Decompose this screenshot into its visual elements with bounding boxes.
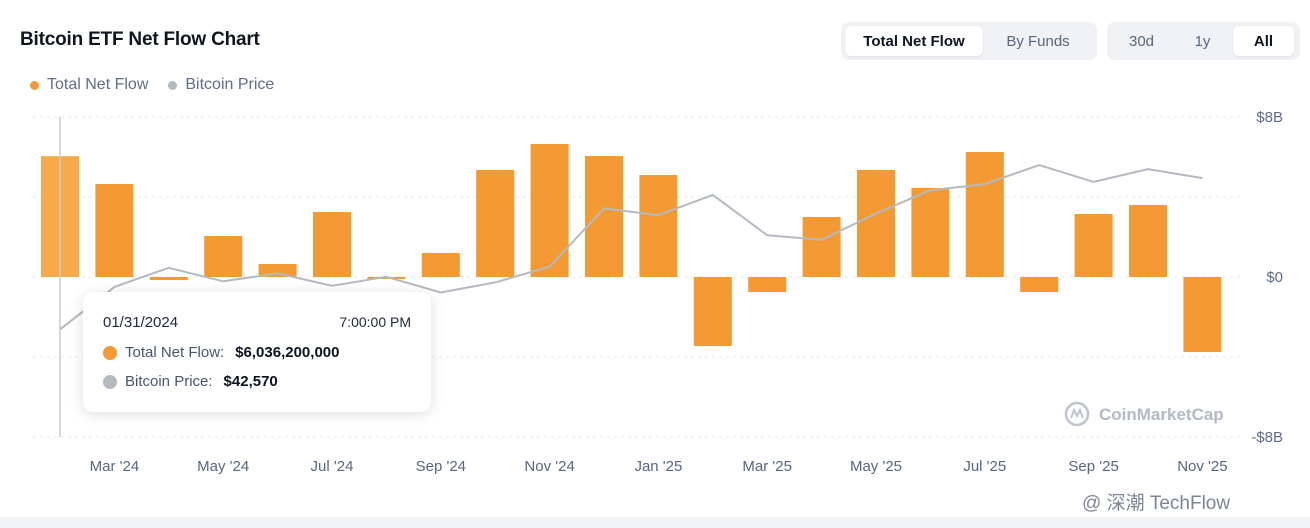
flow-bar[interactable] <box>693 277 732 346</box>
range-30d-tab[interactable]: 30d <box>1128 32 1155 50</box>
legend-item-flow[interactable]: Total Net Flow <box>30 76 148 94</box>
grid-lines <box>33 116 1240 438</box>
x-tick-label: Nov '24 <box>524 458 574 475</box>
flow-bar[interactable] <box>857 170 895 277</box>
tooltip-flow-value: $6,036,200,000 <box>235 344 340 361</box>
flow-bar[interactable] <box>1074 214 1113 277</box>
range-toggle: 30d 1y All <box>1107 22 1300 60</box>
bottom-strip <box>0 517 1310 528</box>
x-tick-label: May '24 <box>197 458 249 475</box>
x-tick-label: Jul '25 <box>963 458 1006 475</box>
price-line <box>59 164 1203 331</box>
by-funds-tab[interactable]: By Funds <box>1006 32 1070 50</box>
x-tick-label: Nov '25 <box>1177 458 1227 475</box>
x-tick-label: Mar '24 <box>90 458 140 475</box>
flow-bar[interactable] <box>965 152 1004 277</box>
x-tick-label: Sep '24 <box>416 458 466 475</box>
flow-bar[interactable] <box>911 188 950 277</box>
x-tick-label: Jan '25 <box>634 458 682 475</box>
x-axis: Mar '24 May '24 Jul '24 Sep '24 Nov '24 Jan '… <box>90 458 1228 475</box>
range-all-tab[interactable]: All <box>1233 26 1294 56</box>
flow-bar[interactable] <box>149 277 188 280</box>
flow-bar[interactable] <box>1129 205 1167 277</box>
metric-toggle: Total Net Flow By Funds <box>841 22 1097 60</box>
flow-bar[interactable] <box>585 156 623 277</box>
tooltip-flow-dot <box>103 345 117 360</box>
y-tick-label: -$8B <box>1251 429 1283 446</box>
legend-item-price[interactable]: Bitcoin Price <box>168 76 274 94</box>
legend-price-label: Bitcoin Price <box>185 76 275 93</box>
flow-bar[interactable] <box>748 277 787 292</box>
price-line-path <box>59 164 1203 331</box>
y-tick-label: $8B <box>1256 109 1283 126</box>
flow-bar[interactable] <box>258 264 297 277</box>
total-net-flow-tab[interactable]: Total Net Flow <box>845 26 983 56</box>
legend-flow-label: Total Net Flow <box>47 76 149 93</box>
x-tick-label: May '25 <box>850 458 902 475</box>
flow-bar[interactable] <box>530 144 569 277</box>
flow-bar[interactable] <box>1183 277 1222 352</box>
tooltip-price-label: Bitcoin Price: <box>125 373 213 390</box>
flow-bar[interactable] <box>421 253 460 277</box>
tooltip-price-dot <box>103 374 117 389</box>
y-tick-label: $0 <box>1266 269 1283 286</box>
tooltip-price-row: Bitcoin Price: $42,570 <box>103 373 411 390</box>
flow-bar[interactable] <box>639 175 678 277</box>
flow-bar[interactable] <box>1020 277 1059 292</box>
flow-bar[interactable] <box>313 212 351 277</box>
tooltip-header: 01/31/2024 7:00:00 PM <box>103 314 411 331</box>
tooltip-time: 7:00:00 PM <box>339 314 411 330</box>
coinmarketcap-watermark: CoinMarketCap <box>1064 401 1224 427</box>
x-tick-label: Sep '25 <box>1068 458 1118 475</box>
tooltip-flow-row: Total Net Flow: $6,036,200,000 <box>103 344 411 361</box>
coinmarketcap-logo-icon <box>1064 401 1090 427</box>
techflow-watermark-text: @ 深潮 TechFlow <box>1082 492 1231 514</box>
chart-legend: Total Net Flow Bitcoin Price <box>30 76 274 94</box>
x-tick-label: Mar '25 <box>742 458 792 475</box>
coinmarketcap-label: CoinMarketCap <box>1099 405 1224 424</box>
tooltip-flow-label: Total Net Flow: <box>125 344 225 361</box>
flow-bar[interactable] <box>95 184 134 277</box>
flow-bar[interactable] <box>204 236 243 277</box>
tooltip-price-value: $42,570 <box>223 373 278 390</box>
flow-bar[interactable] <box>476 170 515 277</box>
flow-bar[interactable] <box>367 277 406 279</box>
tooltip-date: 01/31/2024 <box>103 314 179 331</box>
legend-price-dot <box>168 80 178 90</box>
range-1y-tab[interactable]: 1y <box>1194 32 1211 50</box>
chart-tooltip: 01/31/2024 7:00:00 PM Total Net Flow: $6… <box>83 292 431 412</box>
x-tick-label: Jul '24 <box>311 458 354 475</box>
legend-flow-dot <box>30 80 39 90</box>
y-axis: $8B $0 -$8B <box>1251 109 1283 446</box>
flow-bar[interactable] <box>802 217 841 277</box>
chart-title: Bitcoin ETF Net Flow Chart <box>20 29 260 50</box>
coinmarketcap-logo-wave <box>1070 407 1084 419</box>
techflow-watermark: @ 深潮 TechFlow <box>1082 488 1302 514</box>
